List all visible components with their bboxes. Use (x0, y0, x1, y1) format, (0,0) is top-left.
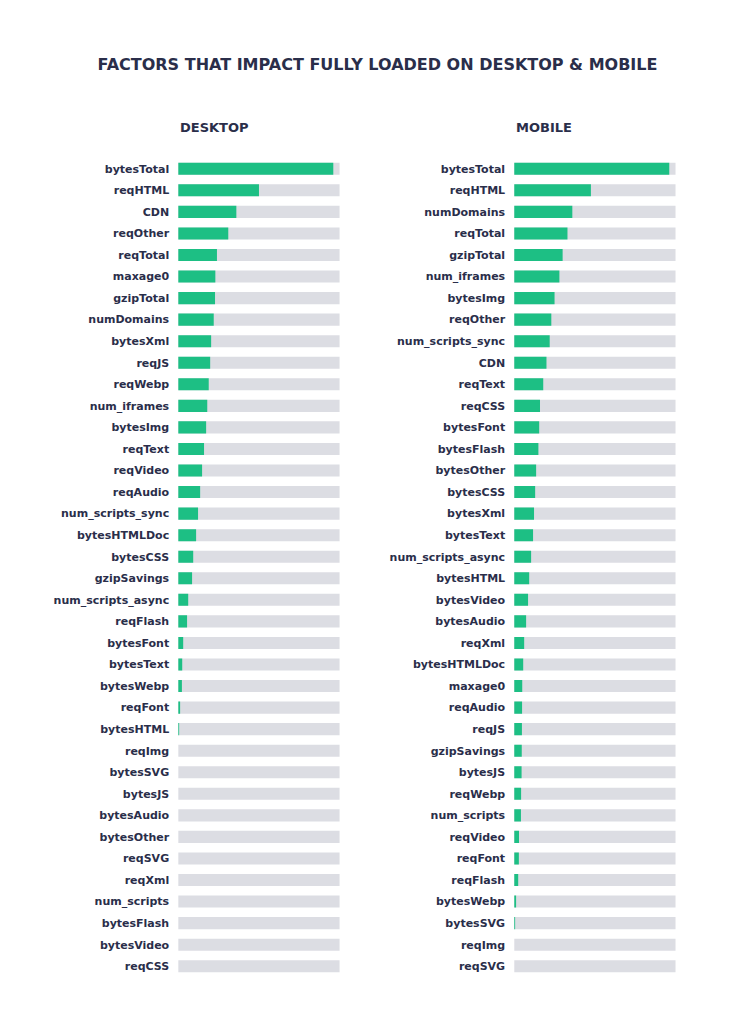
svg-text:bytesHTMLDoc: bytesHTMLDoc (413, 658, 505, 671)
svg-text:reqFont: reqFont (457, 852, 505, 865)
svg-text:num_scripts_sync: num_scripts_sync (61, 507, 169, 520)
svg-text:reqVideo: reqVideo (113, 464, 169, 477)
svg-text:bytesSVG: bytesSVG (109, 766, 169, 779)
svg-text:num_iframes: num_iframes (426, 270, 506, 283)
svg-text:bytesTotal: bytesTotal (441, 163, 505, 176)
svg-text:reqWebp: reqWebp (113, 378, 169, 391)
svg-text:bytesFlash: bytesFlash (102, 917, 169, 930)
svg-text:bytesWebp: bytesWebp (436, 895, 505, 908)
svg-text:reqText: reqText (123, 443, 170, 456)
svg-text:reqTotal: reqTotal (118, 249, 169, 262)
svg-text:num_scripts: num_scripts (95, 895, 170, 908)
svg-text:bytesImg: bytesImg (447, 292, 505, 305)
svg-text:reqAudio: reqAudio (113, 486, 170, 499)
svg-text:bytesHTMLDoc: bytesHTMLDoc (77, 529, 169, 542)
svg-text:bytesSVG: bytesSVG (445, 917, 505, 930)
svg-text:bytesJS: bytesJS (123, 788, 169, 801)
svg-text:gzipTotal: gzipTotal (113, 292, 169, 305)
svg-text:bytesOther: bytesOther (100, 831, 170, 844)
svg-text:reqHTML: reqHTML (450, 184, 505, 197)
svg-text:MOBILE: MOBILE (516, 120, 572, 135)
svg-text:reqJS: reqJS (136, 357, 169, 370)
svg-text:bytesText: bytesText (445, 529, 505, 542)
svg-text:bytesHTML: bytesHTML (436, 572, 505, 585)
svg-text:gzipSavings: gzipSavings (431, 745, 506, 758)
svg-text:bytesFont: bytesFont (107, 637, 169, 650)
svg-text:reqImg: reqImg (461, 939, 505, 952)
svg-text:bytesCSS: bytesCSS (111, 551, 169, 564)
svg-text:bytesXml: bytesXml (111, 335, 169, 348)
svg-text:bytesFlash: bytesFlash (438, 443, 505, 456)
svg-text:DESKTOP: DESKTOP (180, 120, 249, 135)
svg-text:reqText: reqText (459, 378, 506, 391)
svg-text:numDomains: numDomains (88, 313, 169, 326)
svg-text:bytesVideo: bytesVideo (100, 939, 170, 952)
svg-text:gzipSavings: gzipSavings (95, 572, 170, 585)
svg-text:reqFlash: reqFlash (115, 615, 169, 628)
svg-text:bytesCSS: bytesCSS (447, 486, 505, 499)
svg-text:bytesHTML: bytesHTML (100, 723, 169, 736)
svg-text:reqHTML: reqHTML (114, 184, 169, 197)
svg-text:reqVideo: reqVideo (449, 831, 505, 844)
svg-text:reqSVG: reqSVG (123, 852, 169, 865)
svg-text:reqOther: reqOther (449, 313, 506, 326)
svg-text:reqOther: reqOther (113, 227, 170, 240)
svg-text:reqSVG: reqSVG (459, 960, 505, 973)
svg-text:reqJS: reqJS (472, 723, 505, 736)
svg-text:reqFlash: reqFlash (451, 874, 505, 887)
svg-text:num_iframes: num_iframes (90, 400, 170, 413)
svg-text:bytesWebp: bytesWebp (100, 680, 169, 693)
svg-text:bytesVideo: bytesVideo (436, 594, 506, 607)
svg-text:num_scripts_async: num_scripts_async (54, 594, 170, 607)
svg-text:bytesText: bytesText (109, 658, 169, 671)
svg-text:maxage0: maxage0 (449, 680, 506, 693)
svg-text:bytesAudio: bytesAudio (435, 615, 505, 628)
svg-text:bytesFont: bytesFont (443, 421, 505, 434)
svg-text:num_scripts_async: num_scripts_async (390, 551, 506, 564)
svg-text:gzipTotal: gzipTotal (449, 249, 505, 262)
svg-text:reqWebp: reqWebp (449, 788, 505, 801)
svg-text:num_scripts: num_scripts (431, 809, 506, 822)
svg-text:reqXml: reqXml (461, 637, 505, 650)
svg-text:reqFont: reqFont (121, 701, 169, 714)
svg-text:reqCSS: reqCSS (461, 400, 505, 413)
svg-text:bytesOther: bytesOther (436, 464, 506, 477)
svg-text:reqCSS: reqCSS (125, 960, 169, 973)
svg-text:CDN: CDN (143, 206, 169, 219)
svg-text:CDN: CDN (479, 357, 505, 370)
svg-text:bytesJS: bytesJS (459, 766, 505, 779)
svg-text:bytesAudio: bytesAudio (99, 809, 169, 822)
svg-text:reqXml: reqXml (125, 874, 169, 887)
svg-text:bytesXml: bytesXml (447, 507, 505, 520)
svg-text:reqTotal: reqTotal (454, 227, 505, 240)
svg-text:bytesImg: bytesImg (111, 421, 169, 434)
svg-text:FACTORS THAT IMPACT FULLY LOAD: FACTORS THAT IMPACT FULLY LOADED ON DESK… (98, 55, 658, 74)
svg-text:num_scripts_sync: num_scripts_sync (397, 335, 505, 348)
svg-text:numDomains: numDomains (424, 206, 505, 219)
svg-text:reqAudio: reqAudio (449, 701, 506, 714)
svg-text:bytesTotal: bytesTotal (105, 163, 169, 176)
svg-text:maxage0: maxage0 (113, 270, 170, 283)
svg-text:reqImg: reqImg (125, 745, 169, 758)
